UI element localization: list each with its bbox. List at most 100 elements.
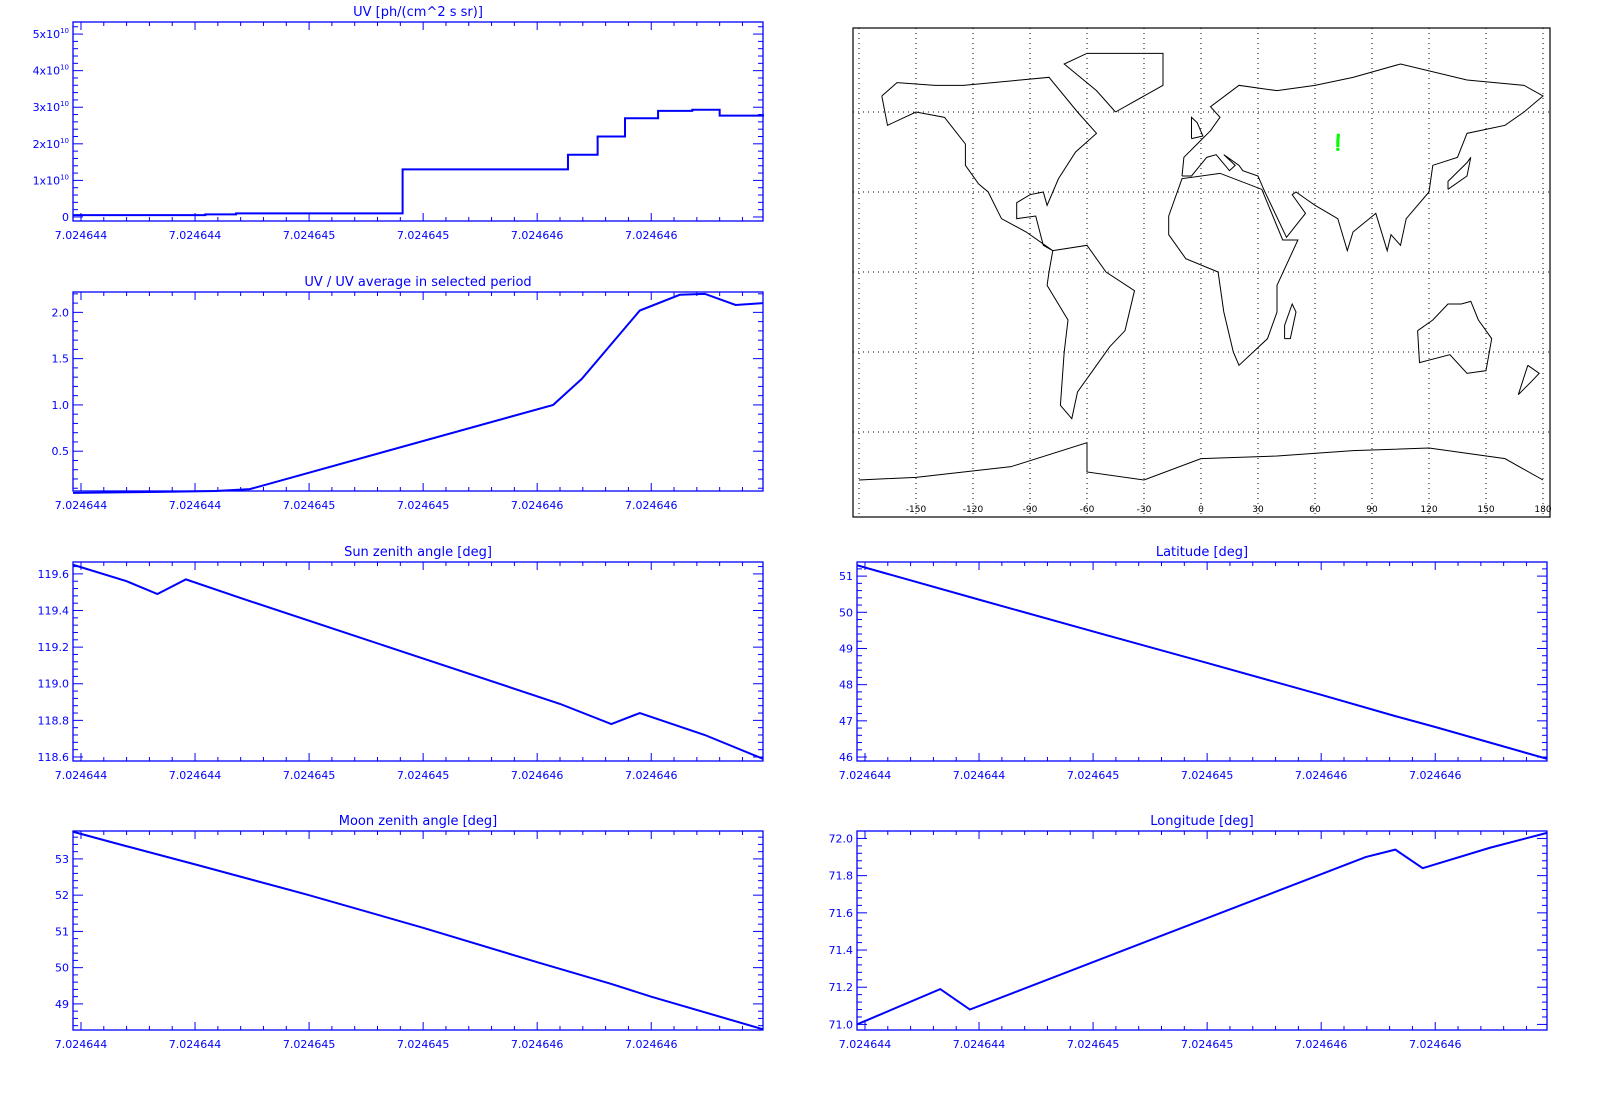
y-tick-label: 71.6 (829, 907, 854, 920)
x-tick-label: 7.024645 (283, 499, 336, 512)
x-tick-label: 7.024646 (625, 499, 678, 512)
longitude-tick-label: 30 (1252, 505, 1264, 515)
y-tick-base: 119.4 (38, 605, 70, 618)
y-tick-base: 119.0 (38, 678, 70, 691)
longitude-tick-label: -120 (963, 505, 984, 515)
y-tick-label: 119.6 (38, 568, 70, 581)
chart-moon-zenith: Moon zenith angle [deg] 7.024644 7.024644 7… (55, 814, 764, 1051)
chart-sun-zenith: Sun zenith angle [deg] 7.024644 7.024644 7.… (38, 545, 764, 782)
map-content (853, 28, 1550, 517)
y-tick-label: 50 (839, 606, 853, 619)
y-tick-label: 50 (55, 962, 69, 975)
y-tick-exponent: 10 (60, 137, 69, 145)
chart-title: Sun zenith angle [deg] (344, 545, 492, 560)
y-tick-base: 119.6 (38, 568, 70, 581)
y-tick-label: 52 (55, 889, 69, 902)
y-tick-label: 51 (839, 570, 853, 583)
y-tick-label: 119.0 (38, 678, 70, 691)
data-series-line (72, 830, 764, 1031)
x-tick-label: 7.024645 (397, 499, 450, 512)
chart-title: Longitude [deg] (1150, 814, 1253, 829)
y-tick-base: 4x10 (33, 65, 61, 78)
y-tick-base: 46 (839, 751, 853, 764)
x-tick-label: 7.024644 (169, 229, 222, 242)
x-tick-label: 7.024646 (511, 1038, 564, 1051)
coastline-south-america (1046, 244, 1136, 420)
y-tick-label: 71.8 (829, 870, 854, 883)
y-tick-label: 71.0 (829, 1018, 854, 1031)
x-tick-label: 7.024645 (397, 229, 450, 242)
y-tick-base: 52 (55, 889, 69, 902)
y-tick-base: 71.6 (829, 907, 854, 920)
y-tick-base: 2.0 (52, 306, 70, 319)
chart-latitude: Latitude [deg] 7.024644 7.024644 7.024645 7.… (839, 545, 1548, 782)
coastline-australia (1417, 300, 1493, 374)
y-tick-label: 53 (55, 853, 69, 866)
x-tick-label: 7.024646 (511, 769, 564, 782)
y-tick-label: 3x1010 (33, 100, 69, 114)
data-series-line (72, 563, 764, 760)
plot-frame (72, 561, 764, 762)
coastline-madagascar (1284, 302, 1297, 340)
x-tick-label: 7.024645 (283, 1038, 336, 1051)
y-tick-base: 1.0 (52, 399, 70, 412)
y-tick-label: 48 (839, 679, 853, 692)
y-tick-base: 72.0 (829, 832, 854, 845)
y-tick-base: 71.8 (829, 870, 854, 883)
x-tick-label: 7.024644 (839, 1038, 892, 1051)
plot-frame (856, 561, 1548, 762)
longitude-tick-label: -90 (1023, 505, 1038, 515)
y-tick-label: 1.5 (52, 353, 70, 366)
y-tick-label: 0 (62, 211, 69, 224)
longitude-tick-label: 90 (1366, 505, 1378, 515)
x-tick-label: 7.024646 (625, 769, 678, 782)
data-series-line (856, 564, 1548, 760)
y-tick-label: 71.4 (829, 944, 854, 957)
y-tick-label: 49 (839, 642, 853, 655)
chart-title: UV [ph/(cm^2 s sr)] (353, 5, 483, 20)
y-tick-exponent: 10 (60, 173, 69, 181)
longitude-tick-label: -30 (1137, 505, 1152, 515)
longitude-tick-label: -60 (1080, 505, 1095, 515)
y-tick-label: 118.6 (38, 751, 70, 764)
longitude-tick-label: 0 (1198, 505, 1204, 515)
y-tick-base: 118.6 (38, 751, 70, 764)
data-series-line (856, 831, 1548, 1026)
x-tick-label: 7.024645 (1181, 1038, 1234, 1051)
x-tick-label: 7.024644 (169, 499, 222, 512)
longitude-tick-label: -150 (906, 505, 927, 515)
x-tick-label: 7.024646 (625, 229, 678, 242)
x-tick-label: 7.024645 (1181, 769, 1234, 782)
chart-title: Latitude [deg] (1156, 545, 1248, 560)
coastline-eurasia (1181, 63, 1544, 253)
y-tick-base: 119.2 (38, 641, 70, 654)
y-tick-label: 2.0 (52, 306, 70, 319)
x-tick-label: 7.024644 (55, 229, 108, 242)
y-tick-label: 47 (839, 715, 853, 728)
y-tick-base: 48 (839, 679, 853, 692)
coastline-new-zealand (1517, 364, 1540, 396)
y-tick-label: 1.0 (52, 399, 70, 412)
y-tick-label: 4x1010 (33, 64, 69, 78)
chart-longitude: Longitude [deg] 7.024644 7.024644 7.024645 7… (829, 814, 1548, 1051)
x-tick-label: 7.024645 (397, 769, 450, 782)
chart-uv: UV [ph/(cm^2 s sr)] 7.024644 7.024644 7.024… (33, 5, 764, 242)
longitude-tick-label: 120 (1420, 505, 1437, 515)
x-tick-label: 7.024645 (1067, 769, 1120, 782)
y-tick-label: 72.0 (829, 832, 854, 845)
x-tick-label: 7.024646 (511, 499, 564, 512)
plot-frame (72, 830, 764, 1031)
x-tick-label: 7.024646 (1295, 769, 1348, 782)
y-tick-base: 2x10 (33, 138, 61, 151)
y-tick-base: 0.5 (52, 445, 70, 458)
y-tick-label: 1x1010 (33, 173, 69, 187)
x-tick-label: 7.024645 (397, 1038, 450, 1051)
y-tick-base: 5x10 (33, 28, 61, 41)
y-tick-base: 51 (55, 925, 69, 938)
y-tick-base: 51 (839, 570, 853, 583)
y-tick-label: 46 (839, 751, 853, 764)
chart-title: UV / UV average in selected period (304, 275, 531, 290)
y-tick-label: 119.4 (38, 605, 70, 618)
x-tick-label: 7.024644 (55, 769, 108, 782)
